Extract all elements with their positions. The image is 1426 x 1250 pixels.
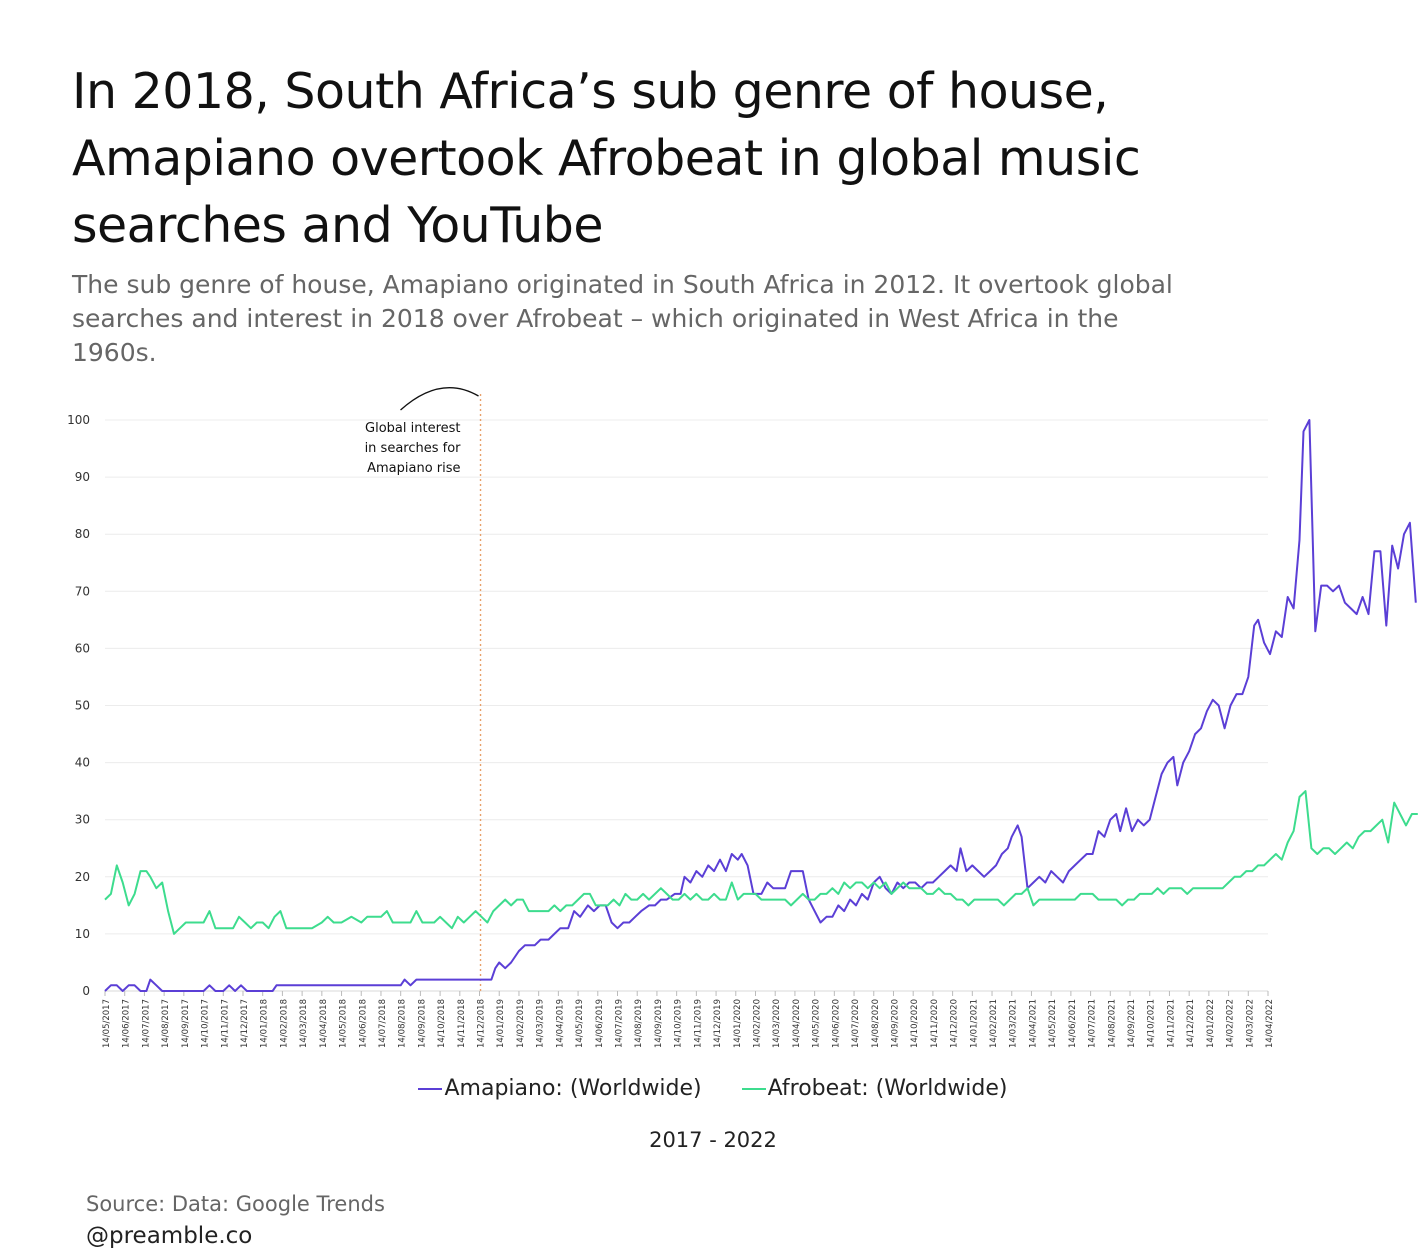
line-chart: 0 10 20 30 40 50 60 70 80 90 100 14/05/2017 14/06/2… [67,387,1418,1048]
x-tick-label: 14/07/2020 [851,999,861,1048]
y-tick-label: 60 [75,641,90,655]
source-note: Source: Data: Google Trends [86,1192,385,1216]
x-tick-label: 14/12/2019 [713,999,723,1048]
x-tick-label: 14/11/2021 [1166,999,1176,1048]
x-tick-label: 14/02/2021 [989,999,999,1048]
y-tick-label: 0 [82,984,90,998]
gridlines [105,419,1268,992]
x-tick-label: 14/09/2018 [417,999,427,1048]
x-axis-label: 2017 - 2022 [649,1128,777,1152]
x-tick-label: 14/10/2018 [437,999,447,1048]
x-tick-label: 14/04/2020 [792,999,802,1048]
x-tick-label: 14/04/2019 [555,999,565,1048]
x-tick-label: 14/03/2019 [536,999,546,1048]
x-tick-label: 14/01/2018 [260,999,270,1048]
y-tick-label: 80 [75,527,90,541]
x-tick-label: 14/03/2021 [1009,999,1019,1048]
x-tick-label: 14/10/2021 [1147,999,1157,1048]
chart-title: In 2018, South Africa’s sub genre of hou… [72,63,1141,254]
x-tick-label: 14/06/2017 [122,999,132,1048]
x-tick-label: 14/02/2022 [1226,999,1236,1048]
y-tick-label: 30 [75,813,90,827]
legend-item-amapiano: Amapiano: (Worldwide) [418,1076,702,1101]
x-tick-label: 14/05/2017 [102,999,112,1048]
chart-subtitle: The sub genre of house, Amapiano origina… [72,270,1173,367]
legend-item-afrobeat: Afrobeat: (Worldwide) [741,1076,1008,1101]
legend-swatch-amapiano [418,1087,443,1090]
x-tick-label: 14/02/2018 [279,999,289,1048]
x-tick-label: 14/04/2018 [319,999,329,1048]
x-tick-label: 14/01/2022 [1206,999,1216,1048]
x-tick-label: 14/07/2018 [378,999,388,1048]
x-tick-label: 14/03/2022 [1245,999,1255,1048]
annotation: Global interest in searches for Amapiano r… [365,387,482,991]
x-tick-label: 14/12/2020 [950,999,960,1048]
x-tick-label: 14/09/2021 [1127,999,1137,1048]
x-tick-label: 14/08/2019 [634,999,644,1048]
y-tick-label: 20 [75,870,90,884]
x-tick-label: 14/10/2020 [910,999,920,1048]
y-tick-label: 90 [75,470,90,484]
x-tick-label: 14/11/2018 [457,999,467,1048]
legend: Amapiano: (Worldwide) Afrobeat: (Worldwi… [0,1076,1426,1101]
series-line-amapiano [104,419,1417,992]
x-tick-label: 14/03/2018 [299,999,309,1048]
x-tick-label: 14/05/2020 [812,999,822,1048]
x-tick-label: 14/06/2021 [1068,999,1078,1048]
x-tick-label: 14/12/2017 [240,999,250,1048]
x-tick-label: 14/11/2019 [693,999,703,1048]
legend-label-afrobeat: Afrobeat: (Worldwide) [767,1076,1008,1101]
x-tick-label: 14/12/2021 [1186,999,1196,1048]
x-tick-label: 14/01/2020 [733,999,743,1048]
y-tick-label: 100 [67,413,90,427]
x-tick-label: 14/07/2019 [615,999,625,1048]
x-tick-label: 14/05/2019 [575,999,585,1048]
x-tick-label: 14/04/2021 [1028,999,1038,1048]
x-tick-label: 14/08/2021 [1107,999,1117,1048]
x-tick-label: 14/03/2020 [772,999,782,1048]
x-tick-label: 14/12/2018 [477,999,487,1048]
x-tick-label: 14/02/2020 [752,999,762,1048]
x-tick-label: 14/01/2021 [969,999,979,1048]
x-tick-label: 14/08/2017 [161,999,171,1048]
y-axis-ticks: 0 10 20 30 40 50 60 70 80 90 100 [67,413,90,998]
x-tick-label: 14/06/2018 [358,999,368,1048]
x-tick-label: 14/08/2020 [871,999,881,1048]
x-axis-ticks: 14/05/2017 14/06/2017 14/07/2017 14/08/2017… [102,991,1275,1048]
y-tick-label: 10 [75,927,90,941]
legend-label-amapiano: Amapiano: (Worldwide) [444,1076,702,1101]
annotation-text: Amapiano rise [367,461,460,476]
x-tick-label: 14/09/2019 [654,999,664,1048]
y-tick-label: 40 [75,756,90,770]
x-tick-label: 14/06/2020 [831,999,841,1048]
x-tick-label: 14/11/2020 [930,999,940,1048]
social-handle: @preamble.co [86,1223,253,1249]
y-tick-label: 70 [75,584,90,598]
annotation-arrow [400,387,479,411]
x-tick-label: 14/11/2017 [220,999,230,1048]
series-lines [104,419,1418,992]
x-tick-label: 14/09/2017 [181,999,191,1048]
x-tick-label: 14/06/2019 [595,999,605,1048]
annotation-text: Global interest [365,421,460,436]
x-tick-label: 14/10/2019 [674,999,684,1048]
x-tick-label: 14/07/2017 [141,999,151,1048]
x-tick-label: 14/05/2021 [1048,999,1058,1048]
x-tick-label: 14/02/2019 [516,999,526,1048]
x-tick-label: 14/09/2020 [890,999,900,1048]
y-tick-label: 50 [75,699,90,713]
x-tick-label: 14/10/2017 [201,999,211,1048]
x-tick-label: 14/04/2022 [1265,999,1275,1048]
x-tick-label: 14/05/2018 [339,999,349,1048]
x-tick-label: 14/08/2018 [398,999,408,1048]
annotation-text: in searches for [365,441,462,456]
x-tick-label: 14/01/2019 [496,999,506,1048]
legend-swatch-afrobeat [741,1087,766,1090]
series-line-afrobeat [104,790,1418,935]
x-tick-label: 14/07/2021 [1088,999,1098,1048]
